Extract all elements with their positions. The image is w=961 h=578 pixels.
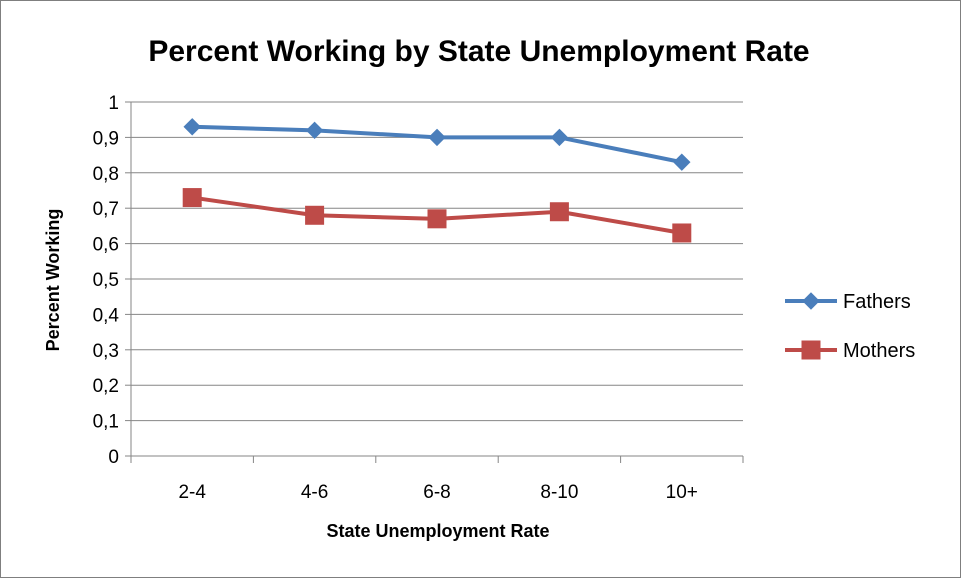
legend-marker-mothers xyxy=(801,340,821,360)
data-point-mothers xyxy=(672,223,692,243)
y-axis-title: Percent Working xyxy=(43,209,63,352)
y-tick-label: 1 xyxy=(108,93,119,114)
y-tick-label: 0,2 xyxy=(93,376,119,397)
data-point-fathers xyxy=(550,128,569,147)
x-tick-label: 6-8 xyxy=(423,482,450,503)
y-tick-label: 0,4 xyxy=(93,305,120,326)
y-tick-label: 0,9 xyxy=(93,128,119,149)
data-point-mothers xyxy=(427,209,447,229)
data-point-mothers xyxy=(182,188,202,208)
y-tick-label: 0,1 xyxy=(93,412,119,433)
x-tick-label: 2-4 xyxy=(178,482,206,503)
x-tick-label: 10+ xyxy=(666,482,698,503)
legend-label-fathers: Fathers xyxy=(843,291,911,313)
x-axis-title: State Unemployment Rate xyxy=(326,521,549,541)
y-tick-label: 0,6 xyxy=(93,235,119,256)
series-lines xyxy=(182,118,692,243)
data-point-fathers xyxy=(183,118,201,136)
y-tick-label: 0,3 xyxy=(93,341,119,362)
legend-label-mothers: Mothers xyxy=(843,340,915,362)
data-point-fathers xyxy=(428,128,446,147)
y-tick-labels: 0 0,1 0,2 0,3 0,4 0,5 0,6 0,7 0,8 0,9 1 xyxy=(93,93,120,468)
x-tick-label: 4-6 xyxy=(301,482,328,503)
y-tick-label: 0,5 xyxy=(93,270,119,291)
chart-title: Percent Working by State Unemployment Ra… xyxy=(148,35,809,68)
y-tick-label: 0,7 xyxy=(93,199,119,220)
x-tick-label: 8-10 xyxy=(540,482,578,503)
data-point-fathers xyxy=(673,153,691,171)
legend-marker-fathers xyxy=(802,292,820,310)
data-point-fathers xyxy=(305,121,324,140)
gridlines xyxy=(131,101,743,422)
legend: Fathers Mothers xyxy=(785,291,915,362)
data-point-mothers xyxy=(305,205,325,225)
y-tick-label: 0 xyxy=(108,447,119,468)
y-tick-label: 0,8 xyxy=(93,164,119,185)
axes xyxy=(125,101,744,463)
data-point-mothers xyxy=(549,202,569,222)
x-tick-labels: 2-4 4-6 6-8 8-10 10+ xyxy=(178,482,697,503)
